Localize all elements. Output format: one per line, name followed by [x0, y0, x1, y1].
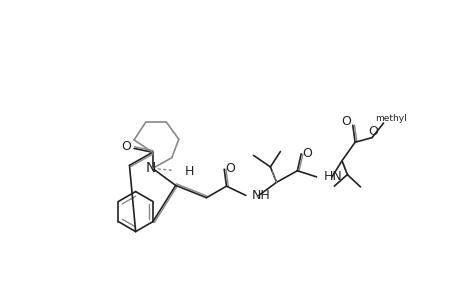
- Text: methyl: methyl: [375, 114, 406, 123]
- Text: N: N: [146, 161, 156, 176]
- Text: O: O: [368, 125, 378, 138]
- Text: H: H: [185, 165, 194, 178]
- Text: O: O: [121, 140, 131, 153]
- Text: NH: NH: [252, 189, 270, 202]
- Text: O: O: [225, 162, 235, 175]
- Text: O: O: [302, 147, 312, 160]
- Text: O: O: [341, 115, 351, 128]
- Text: HN: HN: [323, 170, 341, 183]
